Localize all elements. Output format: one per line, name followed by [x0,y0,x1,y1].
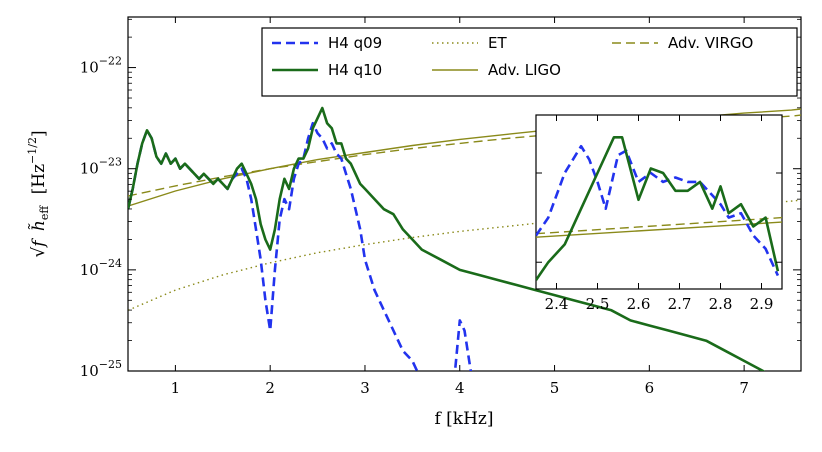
legend-label-virgo: Adv. VIRGO [668,34,753,52]
y-axis-root: √ [29,247,49,258]
y-tick-label: 10−24 [80,257,122,279]
x-tick-label: 6 [645,379,655,397]
series-et [128,199,801,311]
inset-series-ligo [536,221,782,238]
inset-x-tick-label: 2.5 [586,295,610,313]
x-axis-title: f [kHz] [434,409,493,429]
inset-x-tick-label: 2.6 [627,295,651,313]
svg-text:√f h̃eff [Hz−1/2]: √f h̃eff [Hz−1/2] [26,130,53,257]
legend-box [261,27,798,97]
inset-x-tick-label: 2.9 [750,295,774,313]
x-tick-label: 3 [360,379,370,397]
inset-series-h4q09 [536,144,780,277]
y-axis-title: √f h̃eff [Hz−1/2] [26,130,53,257]
y-axis-unit: Hz [29,164,49,188]
x-tick-label: 1 [171,379,181,397]
tick-layer: 1 2 3 4 5 6 7 10−25 10−24 10−23 10−22 [80,17,801,397]
y-axis-sub: eff [38,205,51,221]
y-axis-bracket-open: [ [29,188,49,195]
x-tick-label: 4 [455,379,465,397]
x-tick-label: 2 [265,379,275,397]
inset-series-layer [536,136,782,281]
inset-x-tick-label: 2.8 [709,295,733,313]
inset-x-tick-label: 2.4 [545,295,569,313]
y-tick-label: 10−22 [80,55,122,77]
inset-plot-area [535,114,783,290]
inset-tick-layer: 2.4 2.5 2.6 2.7 2.8 2.9 [536,115,782,313]
inset-series-h4q10 [536,136,780,281]
series-h4q10 [128,106,766,371]
legend-label-et: ET [488,34,507,52]
x-tick-label: 7 [739,379,749,397]
y-axis-bracket-close: ] [29,130,49,137]
legend: H4 q09 H4 q10 ET Adv. LIGO Adv. VIRGO [261,27,798,97]
y-axis-exp: −1/2 [26,137,39,164]
legend-label-h4q10: H4 q10 [328,61,382,79]
y-axis-h: h̃ [28,220,49,231]
y-tick-label: 10−23 [80,156,122,178]
y-axis-f: f [29,238,49,249]
y-tick-label: 10−25 [80,358,122,380]
x-tick-label: 5 [550,379,560,397]
inset-x-tick-label: 2.7 [668,295,692,313]
legend-label-h4q09: H4 q09 [328,34,382,52]
legend-label-ligo: Adv. LIGO [488,61,561,79]
inset-chart: 2.4 2.5 2.6 2.7 2.8 2.9 [535,114,783,313]
